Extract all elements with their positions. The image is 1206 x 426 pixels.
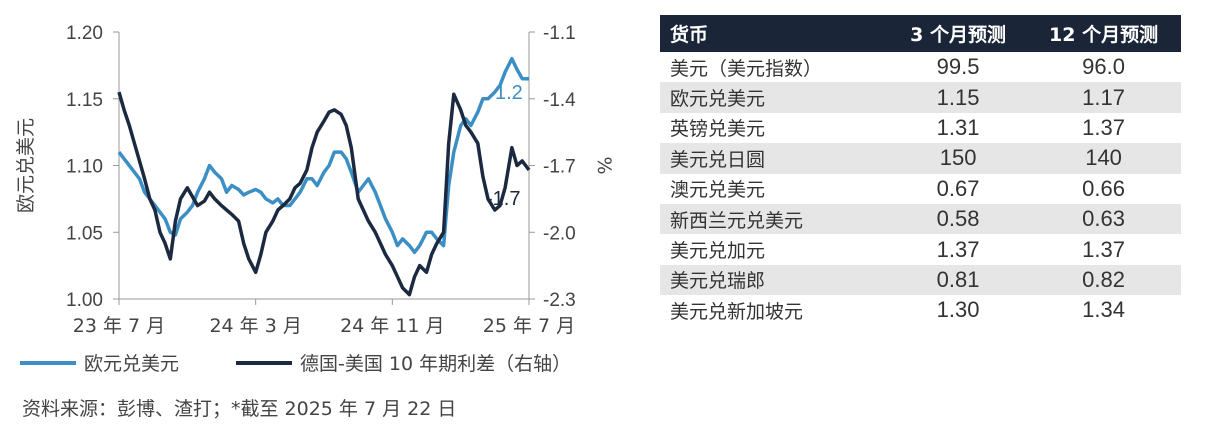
forecast-3m-cell: 99.5 xyxy=(936,54,980,80)
y-tick-label: 1.10 xyxy=(66,157,103,178)
table-row: 美元（美元指数） 99.5 96.0 xyxy=(660,52,1181,82)
forecast-12m-cell: 0.63 xyxy=(1026,203,1181,235)
forecast-3m-cell: 150 xyxy=(890,143,1027,174)
source-note: 资料来源：彭博、渣打；*截至 2025 年 7 月 22 日 xyxy=(22,398,457,420)
header-12m: 12 个月预测 xyxy=(1026,15,1181,52)
y2-tick-label: -2.0 xyxy=(543,223,576,244)
currency-cell: 美元兑新加坡元 xyxy=(670,300,804,323)
legend-label-eurusd: 欧元兑美元 xyxy=(84,353,179,375)
y2-tick-label: -1.1 xyxy=(543,23,576,44)
currency-cell: 英镑兑美元 xyxy=(670,118,766,141)
forecast-12m-cell: 1.37 xyxy=(1082,236,1125,262)
header-currency: 货币 xyxy=(660,15,891,52)
currency-cell: 美元兑瑞郎 xyxy=(660,264,891,296)
line-chart: 1.00 1.05 1.10 1.15 1.20 -1.1 -1.4 -1.7 -2.0 -2.3… xyxy=(15,23,615,375)
currency-cell: 美元（美元指数） xyxy=(670,57,823,80)
y-axis-label: 欧元兑美元 xyxy=(15,118,37,213)
table-row: 英镑兑美元 1.31 1.37 xyxy=(660,113,1181,143)
forecast-12m-cell: 1.17 xyxy=(1026,82,1181,113)
table-header-row: 货币 3 个月预测 12 个月预测 xyxy=(660,15,1181,52)
forecast-12m-cell: 96.0 xyxy=(1082,54,1125,80)
currency-cell: 美元兑日圆 xyxy=(660,143,891,174)
forecast-3m-cell: 1.37 xyxy=(936,236,980,262)
forecast-3m-cell: 1.31 xyxy=(936,114,980,140)
series-end-label-eurusd: 1.2 xyxy=(495,82,523,104)
forecast-12m-cell: 0.82 xyxy=(1026,264,1181,296)
forecast-12m-cell: 0.66 xyxy=(1082,175,1125,201)
x-tick-label: 23 年 7 月 xyxy=(73,315,165,337)
currency-cell: 欧元兑美元 xyxy=(660,82,891,113)
forecast-3m-cell: 0.81 xyxy=(890,264,1027,296)
currency-cell: 美元兑加元 xyxy=(670,240,766,263)
series-line-spread xyxy=(117,91,531,297)
forecast-3m-cell: 0.58 xyxy=(890,203,1027,235)
currency-cell: 澳元兑美元 xyxy=(670,179,766,202)
table-row: 新西兰元兑美元 0.58 0.63 xyxy=(660,203,1181,235)
forecast-table: 货币 3 个月预测 12 个月预测 美元（美元指数） 99.5 96.0 欧元兑美元 1… xyxy=(660,15,1181,326)
y2-axis-label: % xyxy=(593,156,615,174)
table-row: 美元兑日圆 150 140 xyxy=(660,143,1181,174)
table-row: 美元兑瑞郎 0.81 0.82 xyxy=(660,264,1181,296)
series-line-eurusd xyxy=(117,56,529,255)
table-row: 欧元兑美元 1.15 1.17 xyxy=(660,82,1181,113)
forecast-3m-cell: 0.67 xyxy=(936,175,980,201)
forecast-12m-cell: 1.34 xyxy=(1082,297,1125,323)
forecast-3m-cell: 1.30 xyxy=(936,297,980,323)
y-tick-label: 1.15 xyxy=(66,90,103,111)
table-row: 美元兑加元 1.37 1.37 xyxy=(660,234,1181,264)
header-3m: 3 个月预测 xyxy=(890,15,1027,52)
x-tick-label: 25 年 7 月 xyxy=(483,315,575,337)
forecast-3m-cell: 1.15 xyxy=(890,82,1027,113)
table-row: 美元兑新加坡元 1.30 1.34 xyxy=(660,295,1181,325)
series-end-label-spread: -1.7 xyxy=(486,188,520,210)
legend-label-spread: 德国-美国 10 年期利差（右轴） xyxy=(300,353,571,375)
currency-cell: 新西兰元兑美元 xyxy=(660,203,891,235)
table-row: 澳元兑美元 0.67 0.66 xyxy=(660,174,1181,204)
y-tick-label: 1.05 xyxy=(66,223,103,244)
forecast-12m-cell: 140 xyxy=(1026,143,1181,174)
y-tick-label: 1.00 xyxy=(66,290,103,311)
x-tick-label: 24 年 3 月 xyxy=(209,315,301,337)
y-tick-label: 1.20 xyxy=(66,23,103,44)
forecast-12m-cell: 1.37 xyxy=(1082,114,1125,140)
y2-tick-label: -1.4 xyxy=(543,90,576,111)
y2-tick-label: -1.7 xyxy=(543,157,576,178)
x-tick-label: 24 年 11 月 xyxy=(340,315,444,337)
y2-tick-label: -2.3 xyxy=(543,290,576,311)
